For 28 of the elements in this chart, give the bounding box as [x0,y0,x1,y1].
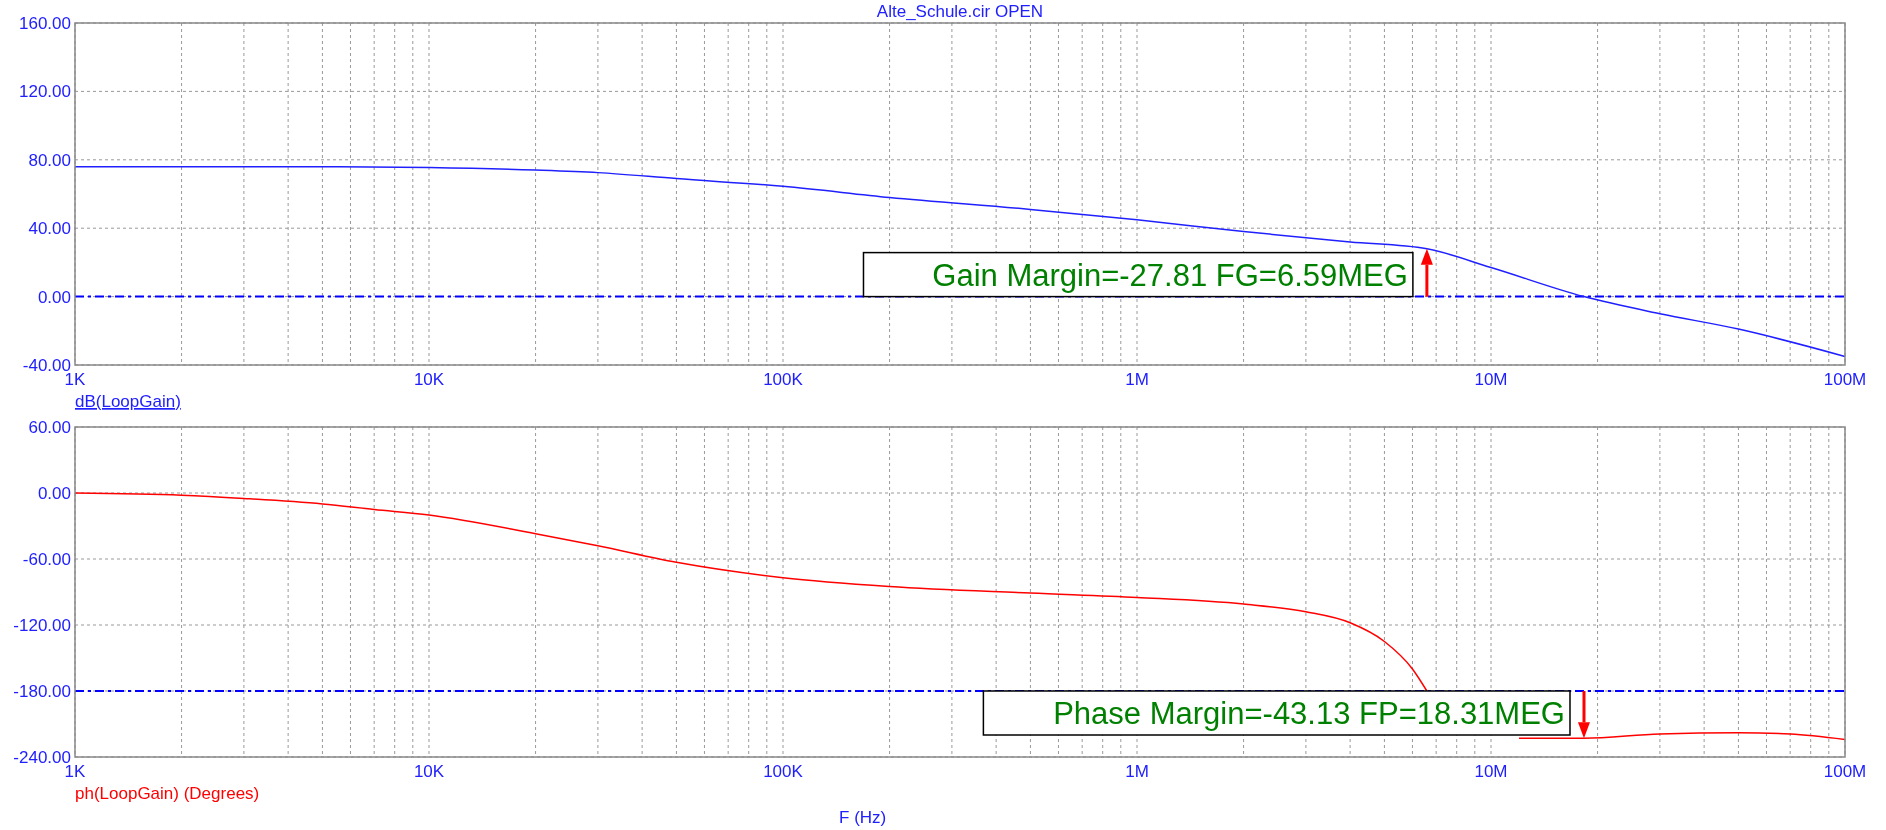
y-tick-label: 160.00 [19,14,71,33]
x-tick-label: 1M [1125,762,1149,781]
y-tick-label: -60.00 [22,550,71,569]
x-tick-label: 100K [763,370,804,389]
x-tick-label: 10M [1474,370,1508,389]
x-tick-label: 1K [64,762,87,781]
y-tick-label: 60.00 [28,418,71,437]
chart-title: Alte_Schule.cir OPEN [876,2,1044,21]
text: dB(LoopGain) [75,392,181,411]
x-tick-label: 100M [1823,762,1867,781]
y-tick-label: -120.00 [13,616,71,635]
x-tick-label: 10K [413,762,445,781]
y-tick-label: 40.00 [28,219,71,239]
y-tick-label: 0.00 [37,287,71,307]
annotation: Gain Margin=-27.81 FG=6.59MEG [932,257,1408,293]
annotation: Phase Margin=-43.13 FP=18.31MEG [1053,696,1565,732]
y-tick-label: 0.00 [37,484,71,503]
x-tick-label: 10K [413,370,445,389]
y-tick-label: -180.00 [13,682,71,701]
x-tick-label: 100K [763,762,804,781]
x-tick-label: 1M [1125,370,1149,389]
y-tick-label: 120.00 [19,82,71,102]
x-tick-label: 1K [64,370,87,389]
text: ph(LoopGain) (Degrees) [75,784,260,803]
y-tick-label: 80.00 [28,150,71,170]
x-axis-title: F (Hz) [839,808,887,827]
x-tick-label: 10M [1474,762,1508,781]
x-tick-label: 100M [1823,370,1867,389]
